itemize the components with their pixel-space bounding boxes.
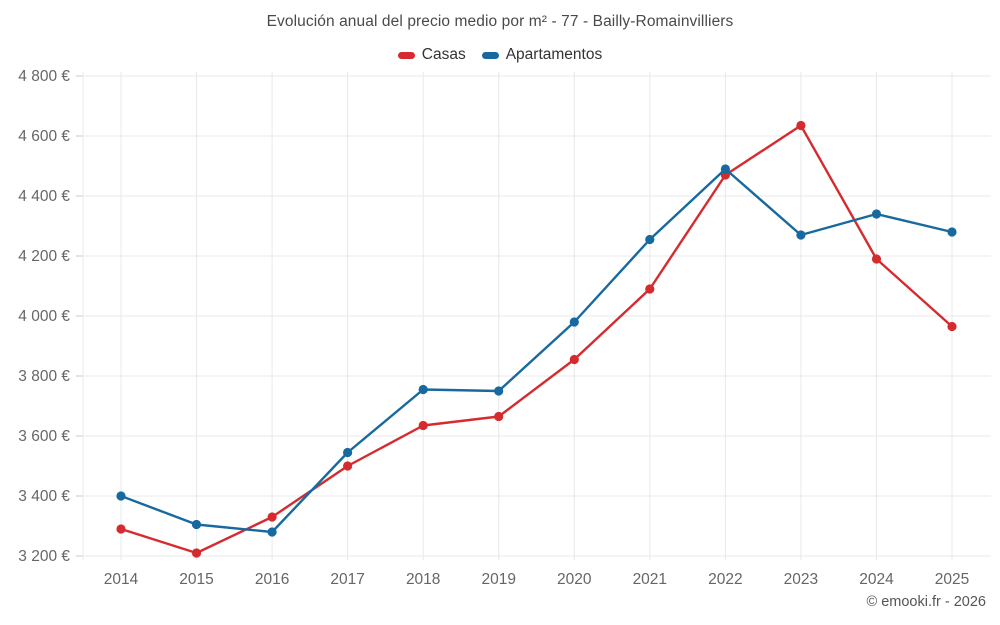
- x-tick-label-2020: 2020: [557, 571, 592, 588]
- data-point-apartamentos-2015[interactable]: [191, 519, 202, 530]
- y-tick-label-4200: 4 200 €: [18, 248, 70, 265]
- legend-label-apartamentos: Apartamentos: [505, 46, 603, 63]
- legend-label-casas: Casas: [421, 46, 466, 63]
- data-point-apartamentos-2018[interactable]: [418, 384, 428, 395]
- data-point-casas-2019[interactable]: [494, 411, 504, 422]
- legend-item-casas[interactable]: Casas: [397, 46, 466, 64]
- data-point-apartamentos-2014[interactable]: [116, 491, 126, 501]
- chart-legend: Casas Apartamentos: [0, 46, 1000, 64]
- x-tick-label-2021: 2021: [633, 571, 667, 588]
- y-tick-label-4800: 4 800 €: [18, 68, 70, 85]
- series-line-casas: [119, 124, 954, 555]
- x-tick-label-2023: 2023: [784, 571, 818, 588]
- y-tick-label-3400: 3 400 €: [18, 488, 70, 505]
- data-point-apartamentos-2023[interactable]: [796, 230, 806, 240]
- legend-swatch-apartamentos: [481, 51, 499, 59]
- data-point-casas-2020[interactable]: [569, 354, 579, 365]
- y-tick-label-4000: 4 000 €: [18, 308, 70, 325]
- x-tick-label-2024: 2024: [859, 571, 894, 588]
- x-tick-label-2019: 2019: [481, 571, 515, 588]
- data-point-apartamentos-2017[interactable]: [343, 447, 353, 458]
- y-tick-label-3200: 3 200 €: [18, 548, 70, 565]
- x-tick-label-2018: 2018: [406, 571, 440, 588]
- data-point-casas-2015[interactable]: [191, 548, 202, 558]
- data-point-casas-2016[interactable]: [267, 512, 277, 522]
- data-point-casas-2025[interactable]: [947, 321, 957, 332]
- data-point-apartamentos-2022[interactable]: [720, 164, 731, 174]
- data-point-casas-2023[interactable]: [796, 120, 806, 131]
- data-point-apartamentos-2019[interactable]: [494, 386, 504, 396]
- data-point-casas-2021[interactable]: [645, 284, 655, 294]
- data-point-apartamentos-2024[interactable]: [871, 209, 882, 219]
- data-point-apartamentos-2020[interactable]: [569, 317, 579, 327]
- data-point-apartamentos-2016[interactable]: [267, 527, 277, 537]
- y-tick-label-3600: 3 600 €: [18, 428, 70, 445]
- x-tick-label-2017: 2017: [330, 571, 364, 588]
- x-tick-label-2016: 2016: [255, 571, 289, 588]
- x-tick-label-2025: 2025: [935, 571, 969, 588]
- data-point-casas-2014[interactable]: [116, 524, 126, 534]
- data-point-casas-2017[interactable]: [343, 461, 353, 471]
- data-point-apartamentos-2025[interactable]: [947, 227, 957, 237]
- x-tick-label-2014: 2014: [104, 571, 139, 588]
- data-point-casas-2018[interactable]: [418, 420, 428, 431]
- y-tick-label-3800: 3 800 €: [18, 368, 70, 385]
- legend-swatch-casas: [397, 51, 415, 59]
- data-point-apartamentos-2021[interactable]: [645, 234, 655, 245]
- y-tick-label-4400: 4 400 €: [18, 188, 70, 205]
- data-point-casas-2024[interactable]: [871, 254, 882, 264]
- credit-watermark: © emooki.fr - 2026: [866, 594, 986, 610]
- series-line-apartamentos: [119, 167, 954, 534]
- legend-item-apartamentos[interactable]: Apartamentos: [481, 46, 603, 64]
- x-tick-label-2015: 2015: [179, 571, 213, 588]
- chart-title: Evolución anual del precio medio por m² …: [266, 13, 734, 30]
- y-tick-label-4600: 4 600 €: [18, 128, 70, 145]
- x-tick-label-2022: 2022: [708, 571, 742, 588]
